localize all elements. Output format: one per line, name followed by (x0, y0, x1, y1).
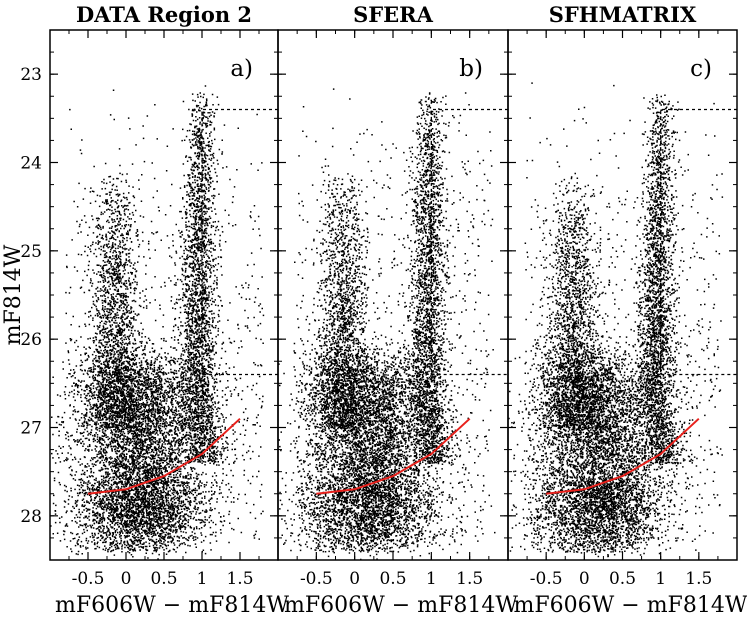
y-tick-label: 25 (20, 242, 42, 262)
panel-title: DATA Region 2 (76, 2, 252, 27)
x-tick-label: -0.5 (530, 569, 563, 589)
x-tick-label: 1.5 (226, 569, 253, 589)
completeness-curve (546, 417, 700, 495)
x-tick-label: 0.5 (379, 569, 406, 589)
x-tick-label: 1.5 (456, 569, 483, 589)
y-tick-label: 28 (20, 507, 42, 527)
panel-sfera: SFERA b) mF606W − mF814W -0.5 0 0.5 1 1.5 (277, 2, 518, 618)
x-tick-label: 0 (579, 569, 590, 589)
panel-letter: c) (690, 56, 712, 82)
x-tick-label: 0 (121, 569, 132, 589)
y-tick-label: 23 (20, 65, 42, 85)
completeness-curve (87, 417, 241, 495)
x-tick-label: 1.5 (685, 569, 712, 589)
panel-sfhmatrix: SFHMATRIX c) mF606W − mF814W -0.5 0 0.5 1 1.… (507, 2, 747, 618)
selection-box (660, 108, 737, 376)
scatter-points (278, 88, 496, 560)
y-tick-label: 26 (20, 330, 42, 350)
selection-box (201, 108, 278, 376)
completeness-curve (316, 417, 471, 495)
panel-letter: b) (459, 56, 483, 82)
x-axis-label: mF606W − mF814W (284, 593, 518, 618)
panel-title: SFHMATRIX (549, 2, 697, 27)
x-axis-label: mF606W − mF814W (55, 593, 289, 618)
x-tick-label: 0.5 (609, 569, 636, 589)
x-tick-label: 1 (655, 569, 666, 589)
scatter-dots (50, 85, 265, 560)
x-tick-label: 0.5 (150, 569, 177, 589)
y-axis-label: mF814W (1, 244, 26, 345)
x-tick-label: -0.5 (72, 569, 105, 589)
x-tick-label: 1 (426, 569, 437, 589)
x-tick-label: 0 (349, 569, 360, 589)
y-tick-label: 27 (20, 419, 42, 439)
panel-data-region-2: DATA Region 2 a) mF606W − mF814W mF814W … (1, 2, 289, 618)
x-axis-label: mF606W − mF814W (514, 593, 747, 618)
scatter-points (508, 82, 724, 558)
scatter-dots (508, 82, 724, 558)
y-tick-label: 24 (20, 154, 42, 174)
scatter-points (50, 85, 265, 560)
scatter-dots (278, 88, 496, 560)
panel-title: SFERA (353, 2, 434, 27)
x-tick-label: 1 (197, 569, 208, 589)
selection-box (430, 108, 508, 376)
x-tick-label: -0.5 (300, 569, 333, 589)
panel-letter: a) (230, 56, 253, 82)
